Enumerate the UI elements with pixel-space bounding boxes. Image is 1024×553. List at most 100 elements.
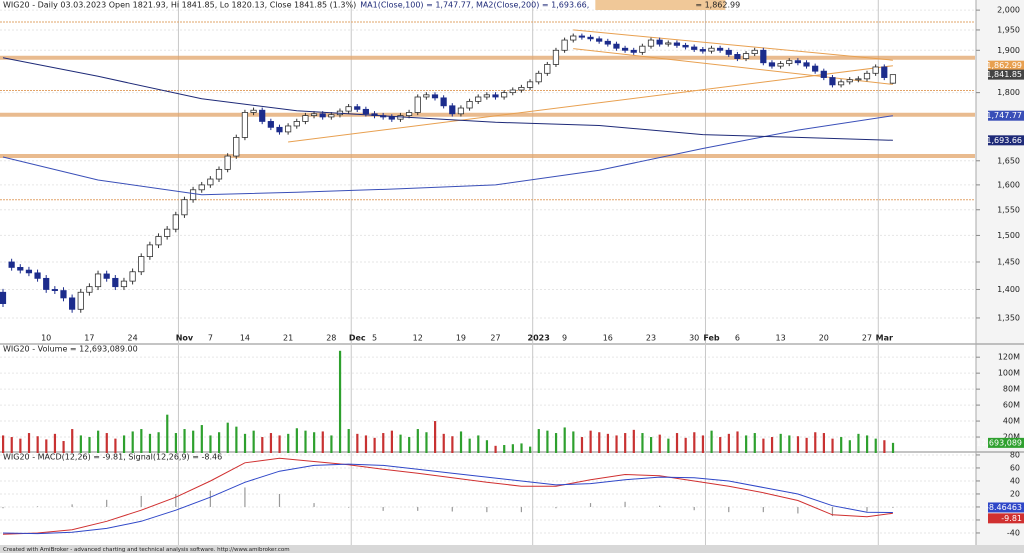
- candle-body: [846, 79, 853, 83]
- candle-body: [509, 89, 516, 94]
- x-tick-label: 20: [819, 334, 829, 343]
- trend-line: [288, 65, 893, 143]
- close-value-label: 1,841.85: [986, 70, 1022, 79]
- y-tick-label: 20M: [1003, 433, 1020, 442]
- ma-value-label: 1,747.77: [986, 111, 1022, 120]
- volume-bar: [79, 435, 82, 453]
- candle-body: [86, 286, 93, 293]
- volume-bar: [382, 433, 385, 453]
- volume-bar: [866, 435, 869, 453]
- candle-body: [699, 49, 706, 52]
- x-tick-label: 12: [413, 334, 423, 343]
- candle-body: [328, 114, 335, 118]
- volume-bar: [667, 438, 670, 453]
- volume-bar: [891, 442, 895, 453]
- volume-bar: [788, 435, 791, 453]
- candle-body: [855, 78, 862, 81]
- x-tick-label: 28: [326, 334, 336, 343]
- candle-body: [526, 81, 534, 88]
- volume-bar: [373, 437, 376, 453]
- candle-body: [198, 184, 205, 191]
- volume-bar: [2, 435, 5, 453]
- candle-body: [25, 269, 33, 274]
- volume-bar: [796, 436, 800, 453]
- macd-value-box: [988, 502, 1024, 513]
- y-tick-label: 80: [1010, 450, 1020, 459]
- volume-bar: [356, 433, 359, 453]
- volume-bar: [148, 433, 152, 453]
- candle-body: [812, 65, 819, 72]
- volume-bar: [45, 439, 48, 453]
- candle-body: [501, 92, 508, 98]
- volume-bar: [814, 432, 817, 453]
- x-tick-label: 2023: [528, 334, 550, 343]
- macd-value-label: -8.46463: [986, 503, 1022, 512]
- volume-bar: [364, 435, 368, 453]
- x-tick-label: Dec: [349, 334, 366, 343]
- candle-body: [181, 199, 188, 216]
- volume-bar: [425, 432, 428, 453]
- candle-body: [889, 74, 897, 84]
- candle-body: [742, 53, 750, 59]
- ma-line: [2, 115, 893, 196]
- volume-bar: [727, 433, 730, 453]
- volume-bar: [97, 430, 100, 453]
- volume-bar: [805, 437, 808, 453]
- candle-body: [0, 291, 7, 304]
- candle-body: [43, 277, 50, 290]
- volume-bar: [658, 434, 661, 453]
- candle-body: [466, 100, 473, 109]
- volume-bar: [209, 435, 212, 453]
- chart-title: WIG20 - Daily 03.03.2023 Open 1821.93, H…: [3, 1, 356, 10]
- footer: Created with AmiBroker - advanced charti…: [3, 547, 290, 553]
- y-tick-label: 1,550: [997, 205, 1020, 214]
- ma-line: [2, 57, 893, 141]
- volume-bar: [442, 433, 445, 453]
- candle-body: [362, 108, 369, 115]
- volume-bar: [252, 430, 255, 453]
- macd-line: [2, 457, 893, 535]
- volume-bar: [537, 429, 540, 453]
- volume-bar: [278, 435, 281, 453]
- volume-bar: [485, 440, 489, 453]
- volume-bar: [235, 426, 238, 453]
- candle-body: [561, 39, 568, 51]
- candle-body: [310, 113, 318, 116]
- volume-bar: [347, 429, 350, 453]
- x-tick-label: 19: [456, 334, 466, 343]
- candle-body: [639, 45, 646, 53]
- candle-body: [34, 272, 41, 279]
- candle-body: [388, 116, 395, 120]
- candle-body: [613, 43, 620, 49]
- close-value-label-box: [988, 69, 1024, 80]
- candle-body: [751, 49, 758, 54]
- candle-body: [259, 109, 266, 122]
- candle-body: [440, 97, 447, 107]
- x-tick-label: 16: [603, 334, 613, 343]
- volume-bar: [62, 441, 65, 453]
- candle-body: [207, 178, 214, 186]
- candle-body: [552, 49, 560, 65]
- volume-bar: [88, 437, 91, 453]
- candle-body: [414, 96, 421, 113]
- y-tick-label: 80M: [1003, 385, 1020, 394]
- candle-body: [596, 38, 603, 42]
- candle-body: [77, 291, 84, 310]
- candle-body: [587, 36, 594, 40]
- volume-value-box: [988, 437, 1024, 448]
- candle-body: [423, 94, 430, 98]
- volume-bar: [554, 433, 558, 453]
- candle-body: [8, 261, 15, 268]
- volume-bar: [27, 433, 31, 453]
- y-tick-label: 1,600: [997, 180, 1020, 189]
- candle-body: [69, 297, 76, 310]
- candle-body: [164, 228, 171, 237]
- candle-body: [345, 106, 352, 112]
- volume-bar: [606, 433, 609, 453]
- candle-body: [172, 214, 179, 230]
- candle-body: [578, 35, 585, 38]
- x-tick-label: 14: [240, 334, 250, 343]
- y-tick-label: 1,950: [997, 25, 1020, 34]
